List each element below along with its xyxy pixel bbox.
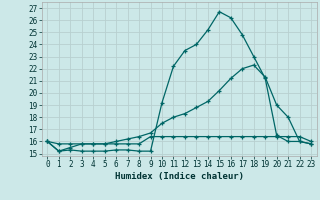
X-axis label: Humidex (Indice chaleur): Humidex (Indice chaleur) xyxy=(115,172,244,181)
